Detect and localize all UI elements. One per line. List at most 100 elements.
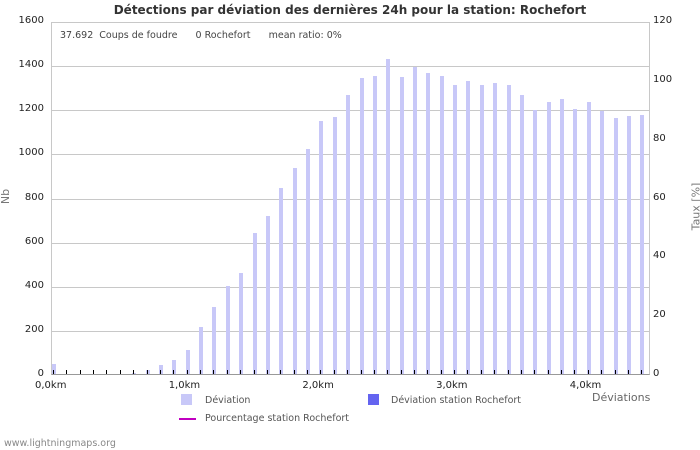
- x-tick: [641, 370, 643, 374]
- bar-deviation: [332, 116, 337, 374]
- x-tick: [520, 370, 522, 374]
- y2-tick-label: 0: [653, 368, 660, 379]
- legend-swatch-percent: [179, 418, 196, 420]
- x-tick: [387, 370, 389, 374]
- bar-deviation: [359, 78, 364, 374]
- bar-deviation: [132, 372, 137, 374]
- bar-deviation: [626, 115, 631, 374]
- bar-deviation: [386, 58, 391, 374]
- y-tick-label: 800: [24, 191, 44, 203]
- x-tick: [494, 370, 496, 374]
- bar-deviation: [453, 84, 458, 374]
- gridline: [52, 198, 649, 200]
- x-tick: [266, 370, 268, 374]
- legend-swatch-station: [368, 394, 379, 405]
- bar-deviation: [600, 111, 605, 374]
- strike-label: Coups de foudre: [99, 30, 178, 41]
- chart-title: Détections par déviation des dernières 2…: [113, 3, 587, 17]
- x-tick: [561, 370, 563, 374]
- x-tick: [93, 370, 95, 374]
- mean-ratio: mean ratio: 0%: [268, 30, 342, 41]
- station-count: 0 Rochefort: [195, 30, 251, 41]
- x-tick: [226, 370, 228, 374]
- y2-tick-label: 80: [653, 132, 666, 144]
- x-tick: [360, 370, 362, 374]
- x-tick: [200, 370, 202, 374]
- x-tick: [614, 370, 616, 374]
- bar-deviation: [319, 121, 324, 374]
- x-tick: [507, 370, 509, 374]
- bar-deviation: [212, 306, 217, 374]
- x-tick: [534, 370, 536, 374]
- x-tick: [373, 370, 375, 374]
- x-tick: [574, 370, 576, 374]
- x-tick: [547, 370, 549, 374]
- x-tick: [467, 370, 469, 374]
- x-tick: [347, 370, 349, 374]
- bar-deviation: [279, 187, 284, 374]
- bar-deviation: [225, 285, 230, 374]
- x-tick: [280, 370, 282, 374]
- x-axis-title: Déviations: [592, 391, 651, 404]
- x-tick: [119, 370, 121, 374]
- y-tick-label: 1200: [18, 103, 44, 115]
- x-tick: [454, 370, 456, 374]
- gridline: [52, 110, 649, 112]
- y2-tick-label: 120: [653, 15, 673, 26]
- bar-deviation: [439, 76, 444, 374]
- bar-deviation: [586, 101, 591, 374]
- bar-deviation: [573, 109, 578, 374]
- bar-deviation: [185, 349, 190, 374]
- legend-deviation: Déviation: [205, 395, 251, 406]
- y-tick-label: 600: [24, 235, 44, 247]
- y2-tick-label: 40: [653, 250, 666, 262]
- x-tick: [427, 370, 429, 374]
- x-tick: [400, 370, 402, 374]
- x-tick: [146, 370, 148, 374]
- bar-deviation: [52, 364, 56, 374]
- y-tick-label: 1600: [18, 15, 44, 26]
- bar-deviation: [493, 82, 498, 374]
- bar-deviation: [506, 84, 511, 374]
- x-tick: [159, 370, 161, 374]
- bar-deviation: [158, 365, 163, 374]
- bar-deviation: [640, 114, 645, 374]
- bar-deviation: [292, 167, 297, 374]
- bar-deviation: [560, 99, 565, 374]
- bar-deviation: [372, 76, 377, 374]
- gridline: [52, 66, 649, 68]
- bar-deviation: [466, 80, 471, 374]
- x-tick: [213, 370, 215, 374]
- x-tick: [53, 370, 54, 374]
- x-tick: [186, 370, 188, 374]
- bar-deviation: [346, 94, 351, 374]
- x-tick: [66, 370, 68, 374]
- x-tick: [413, 370, 415, 374]
- x-tick: [307, 370, 309, 374]
- bar-deviation: [613, 118, 618, 374]
- bar-deviation: [399, 77, 404, 374]
- x-tick: [627, 370, 629, 374]
- x-tick: [106, 370, 108, 374]
- y2-axis-title: Taux [%]: [689, 182, 700, 231]
- gridline: [52, 286, 649, 288]
- bar-deviation: [426, 72, 431, 374]
- x-tick: [440, 370, 442, 374]
- x-tick: [320, 370, 322, 374]
- x-tick: [253, 370, 255, 374]
- gridline: [52, 242, 649, 244]
- gridline: [52, 154, 649, 156]
- x-tick: [133, 370, 135, 374]
- x-tick: [293, 370, 295, 374]
- gridline: [52, 330, 649, 332]
- x-tick: [79, 370, 81, 374]
- y-tick-label: 1400: [18, 59, 44, 71]
- x-tick-label: 0,0km: [35, 380, 67, 391]
- bar-deviation: [479, 84, 484, 374]
- bar-deviation: [199, 326, 204, 374]
- legend-percent: Pourcentage station Rochefort: [205, 413, 350, 424]
- bar-deviation: [306, 148, 311, 374]
- x-tick: [173, 370, 175, 374]
- x-tick: [333, 370, 335, 374]
- y2-tick-label: 100: [653, 73, 673, 85]
